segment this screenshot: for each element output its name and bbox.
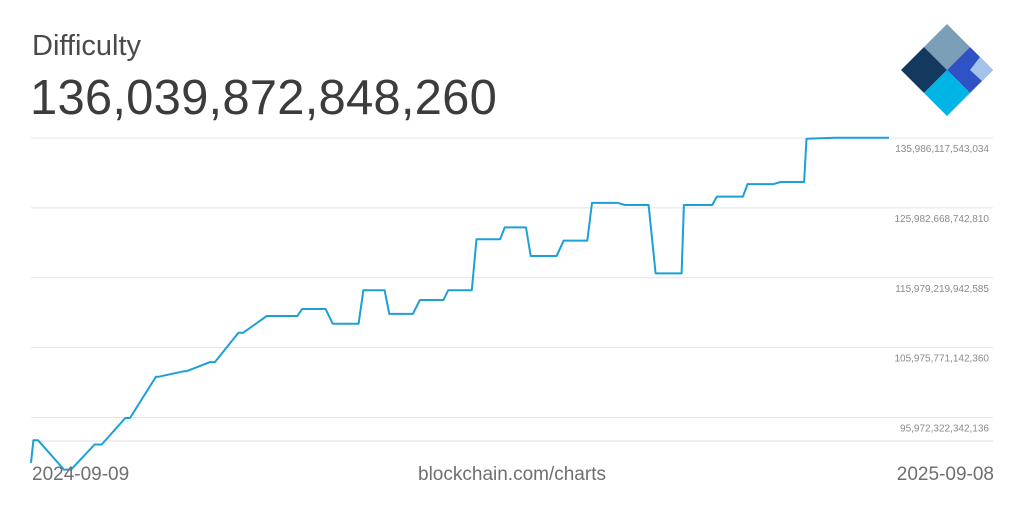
y-tick-label-0: 95,972,322,342,136 — [900, 423, 989, 434]
start-date-label: 2024-09-09 — [32, 464, 130, 485]
current-difficulty-value: 136,039,872,848,260 — [30, 71, 498, 125]
source-link[interactable]: blockchain.com/charts — [418, 464, 606, 485]
logo-bottom-diamond — [924, 70, 970, 116]
difficulty-series-line — [30, 136, 889, 471]
y-axis-tick-labels: 95,972,322,342,136 105,975,771,142,360 115… — [894, 144, 989, 434]
blockchain-logo-icon — [901, 24, 993, 116]
chart-gridlines — [31, 137, 993, 442]
y-tick-label-4: 135,986,117,543,034 — [895, 144, 989, 155]
logo-light-accent — [970, 57, 993, 81]
y-tick-label-2: 115,979,219,942,585 — [895, 284, 989, 295]
chart-title: Difficulty — [32, 30, 142, 62]
y-tick-label-1: 105,975,771,142,360 — [894, 354, 989, 365]
y-tick-label-3: 125,982,668,742,810 — [894, 214, 989, 225]
end-date-label: 2025-09-08 — [896, 464, 994, 485]
